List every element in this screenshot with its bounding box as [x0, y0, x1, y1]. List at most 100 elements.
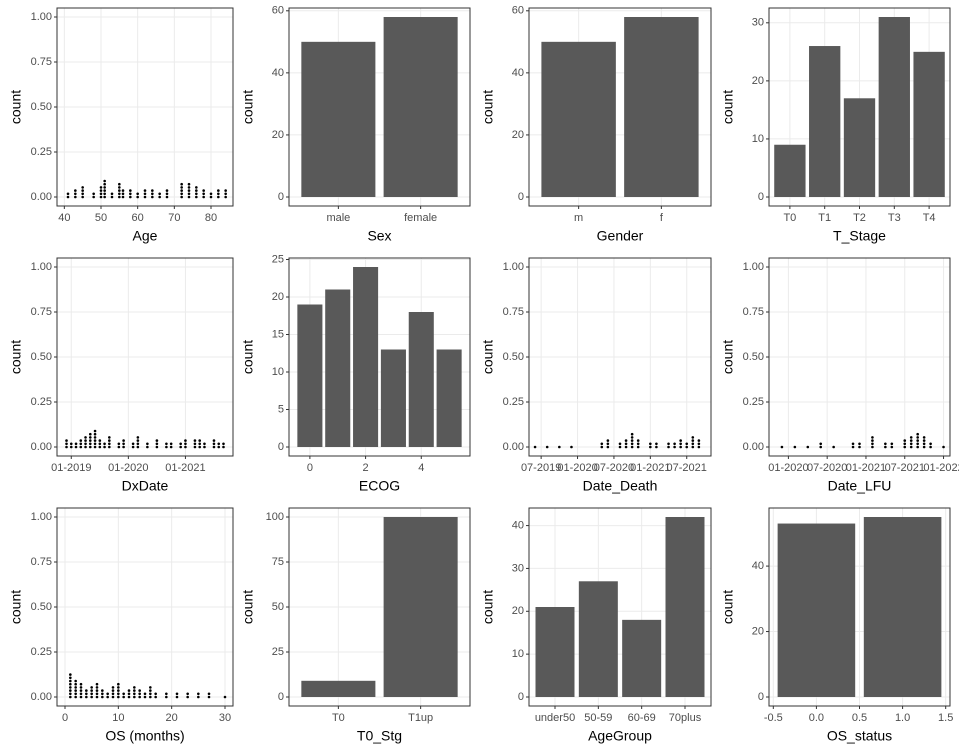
y-axis-title: count — [8, 90, 24, 124]
dot — [81, 189, 84, 192]
x-tick-label: T3 — [888, 212, 901, 224]
dot — [143, 692, 147, 696]
dot — [151, 195, 154, 199]
dot — [117, 686, 120, 689]
bar — [301, 680, 376, 697]
dot — [202, 192, 205, 196]
dot-stack — [165, 189, 169, 199]
dot — [127, 689, 131, 692]
dot — [806, 445, 810, 449]
dot — [909, 445, 913, 449]
x-tick-label: 07-2021 — [885, 462, 925, 474]
dot-stack — [649, 442, 652, 449]
bar — [535, 607, 575, 697]
dot — [131, 445, 135, 449]
dot — [103, 186, 106, 189]
x-axis-title: Date_Death — [583, 478, 658, 494]
x-tick-label: 40 — [58, 212, 70, 224]
dot-stack — [129, 189, 132, 199]
dot — [186, 692, 189, 696]
dot — [74, 695, 77, 699]
dot — [88, 439, 92, 442]
dot — [165, 195, 169, 199]
dot — [117, 442, 121, 446]
dot — [118, 182, 121, 186]
dot-stack — [942, 445, 945, 449]
y-tick-label: 10 — [752, 133, 764, 145]
y-axis-title: count — [480, 90, 496, 124]
dot — [679, 439, 682, 442]
dot — [118, 195, 121, 199]
dot — [93, 445, 97, 449]
dot-stack — [154, 692, 157, 699]
dot — [117, 445, 121, 449]
dot — [169, 442, 173, 446]
dot — [136, 195, 139, 199]
dot-stack — [149, 686, 152, 699]
dot — [121, 192, 125, 196]
dot — [209, 192, 213, 196]
x-tick-label: 2 — [363, 462, 369, 474]
dot — [103, 179, 106, 183]
dot — [93, 439, 97, 442]
x-tick-label: m — [574, 212, 583, 224]
dot-stack — [679, 439, 682, 449]
dot-stack — [193, 439, 197, 449]
dot — [118, 192, 121, 196]
dot — [884, 442, 887, 446]
dot — [95, 686, 99, 689]
dot — [69, 679, 72, 683]
dot — [209, 195, 213, 199]
dot — [871, 436, 874, 439]
dot — [198, 439, 202, 442]
dot — [143, 195, 147, 199]
dot — [122, 692, 125, 696]
dot — [922, 442, 926, 446]
x-axis-title: T0_Stg — [357, 728, 402, 744]
dot — [922, 439, 926, 442]
dot-stack — [151, 189, 154, 199]
dot — [198, 445, 202, 449]
y-tick-label: 20 — [512, 129, 524, 141]
dot — [195, 186, 198, 189]
dot — [108, 442, 111, 446]
x-tick-label: male — [326, 212, 350, 224]
dot — [74, 189, 77, 192]
dot — [224, 195, 227, 199]
dot — [103, 442, 106, 446]
dot — [122, 695, 125, 699]
dot — [202, 195, 205, 199]
dot — [98, 442, 102, 446]
bar — [383, 517, 458, 697]
dot — [679, 442, 682, 446]
dot — [74, 682, 77, 686]
x-tick-label: 01-2020 — [768, 462, 808, 474]
dot — [624, 439, 628, 442]
y-tick-label: 0.50 — [31, 351, 52, 363]
dot — [916, 436, 919, 439]
dot — [129, 189, 132, 192]
dot — [95, 695, 99, 699]
dot — [697, 439, 701, 442]
dot — [101, 695, 104, 699]
y-tick-label: 30 — [752, 17, 764, 29]
dot — [108, 445, 111, 449]
y-tick-label: 40 — [512, 519, 524, 531]
dot — [69, 686, 72, 689]
dot — [187, 182, 191, 186]
dot — [697, 445, 701, 449]
x-tick-label: 1.0 — [895, 712, 910, 724]
dot — [133, 692, 136, 696]
dot — [110, 195, 114, 199]
dot — [165, 695, 168, 699]
dot — [154, 692, 157, 696]
dot — [184, 439, 187, 442]
dot-stack — [74, 442, 78, 449]
bar — [622, 619, 662, 697]
bar — [578, 581, 618, 697]
dot-stack — [909, 436, 913, 449]
dot-stack — [121, 189, 125, 199]
dot — [180, 186, 183, 189]
dot — [697, 442, 701, 446]
